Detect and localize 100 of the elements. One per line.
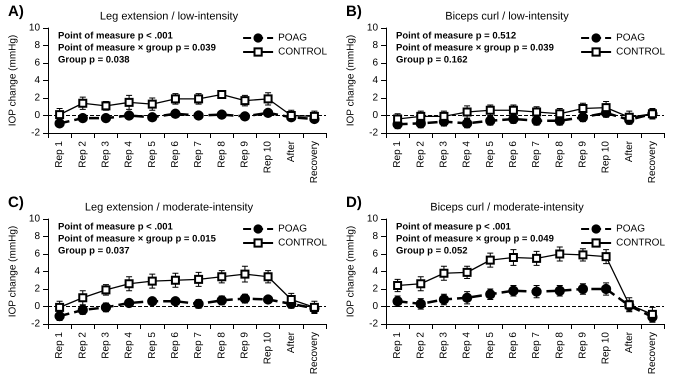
x-tick-label: Rep 6 — [170, 140, 181, 168]
x-tick-label: Rep 4 — [124, 332, 135, 359]
annotation: Group p = 0.162 — [396, 54, 468, 66]
point — [602, 252, 611, 262]
x-tick-label: Rep 7 — [531, 140, 542, 168]
point — [602, 103, 611, 112]
y-tick-label: 0 — [372, 301, 378, 312]
x-tick-label: Rep 7 — [193, 332, 204, 359]
x-tick-label: Rep 6 — [508, 332, 519, 359]
point — [170, 296, 181, 306]
legend-label: POAG — [278, 224, 308, 234]
x-tick-label: Rep 9 — [239, 140, 250, 168]
point — [310, 112, 319, 121]
x-tick-label: Rep 8 — [554, 332, 566, 359]
point — [217, 90, 226, 99]
point — [555, 250, 564, 258]
x-tick-label: Rep 4 — [462, 140, 473, 168]
point — [532, 254, 542, 263]
annotation: Point of measure × group p = 0.039 — [396, 42, 554, 54]
x-tick-label: Rep 6 — [508, 140, 519, 168]
annotation: Point of measure p < .001 — [396, 222, 512, 232]
x-tick-label: Rep 5 — [146, 332, 158, 359]
point — [393, 281, 402, 290]
x-tick-label: Rep 1 — [54, 332, 66, 359]
text: B) — [346, 3, 362, 20]
point — [55, 110, 64, 120]
y-tick-label: -2 — [369, 318, 378, 330]
x-tick-label: Rep 3 — [438, 332, 450, 359]
point — [217, 272, 226, 282]
y-tick-label: 4 — [34, 266, 40, 277]
point — [124, 98, 134, 107]
point — [648, 310, 657, 319]
y-tick-label: 6 — [372, 58, 378, 68]
x-tick-label: Rep 2 — [77, 140, 88, 168]
x-tick-label: Rep 7 — [531, 332, 542, 359]
x-tick-label: Rep 10 — [262, 140, 274, 174]
chart-title: Leg extension / low-intensity — [100, 10, 239, 22]
point — [216, 110, 227, 120]
x-tick-label: Rep 8 — [216, 332, 228, 359]
y-tick-label: 4 — [372, 75, 378, 86]
annotation: Point of measure p < .001 — [58, 222, 174, 232]
x-tick-label: Rep 4 — [124, 140, 135, 168]
y-tick-label: 8 — [34, 231, 40, 242]
x-tick-label: Rep 5 — [146, 140, 158, 168]
y-tick-label: 10 — [28, 214, 40, 224]
x-tick-label: Rep 2 — [77, 332, 88, 359]
x-tick-label: Recovery — [646, 332, 658, 374]
point — [439, 268, 448, 278]
y-axis-title: IOP change (mmHg) — [346, 226, 356, 318]
y-axis-title: IOP change (mmHg) — [8, 34, 18, 126]
x-tick-label: Rep 1 — [54, 140, 66, 168]
y-tick-label: -2 — [369, 128, 378, 138]
x-tick-label: Rep 9 — [577, 140, 588, 168]
point — [124, 279, 134, 288]
x-tick-label: Rep 1 — [392, 140, 404, 168]
x-tick-label: Rep 5 — [484, 140, 496, 168]
annotation: Group p = 0.037 — [58, 246, 130, 256]
x-tick-label: Recovery — [646, 141, 658, 184]
point — [486, 106, 495, 115]
y-tick-label: 6 — [34, 248, 40, 260]
point — [462, 268, 472, 277]
chart-title: Biceps curl / low-intensity — [445, 10, 570, 22]
point — [148, 276, 157, 286]
text: A) — [8, 3, 24, 20]
x-tick-label: Rep 10 — [262, 332, 274, 364]
y-tick-label: 0 — [34, 110, 40, 121]
point — [262, 108, 274, 118]
x-tick-label: After — [286, 140, 297, 162]
legend-label: CONTROL — [278, 46, 328, 58]
legend-label: CONTROL — [278, 238, 328, 248]
chart-title: Leg extension / moderate-intensity — [84, 202, 254, 214]
x-tick-label: Rep 7 — [193, 140, 204, 168]
point — [100, 113, 112, 124]
x-tick-label: After — [624, 331, 635, 354]
annotation: Point of measure × group p = 0.049 — [396, 234, 554, 244]
x-tick-label: Recovery — [308, 141, 320, 184]
x-tick-label: Rep 6 — [170, 332, 181, 359]
annotation: Group p = 0.052 — [396, 246, 468, 256]
y-tick-label: 10 — [28, 22, 40, 34]
x-tick-label: Rep 9 — [239, 332, 250, 359]
x-tick-label: Rep 10 — [600, 140, 612, 174]
x-tick-label: Rep 8 — [554, 140, 566, 168]
annotation: Point of measure × group p = 0.015 — [58, 234, 217, 244]
annotation: Group p = 0.038 — [58, 54, 130, 66]
x-tick-label: Rep 2 — [415, 140, 426, 168]
y-tick-label: 8 — [34, 40, 40, 51]
text: C) — [8, 194, 24, 211]
y-tick-label: 0 — [34, 301, 40, 312]
y-tick-label: 2 — [34, 92, 40, 104]
annotation: Point of measure p < .001 — [58, 30, 174, 42]
x-tick-label: After — [624, 140, 635, 162]
point — [194, 110, 204, 121]
point — [170, 108, 181, 119]
legend-label: CONTROL — [616, 46, 666, 58]
y-tick-label: -2 — [31, 128, 40, 138]
annotation: Point of measure p = 0.512 — [396, 30, 516, 42]
x-tick-label: Rep 10 — [600, 332, 612, 364]
legend-label: POAG — [616, 32, 646, 44]
y-tick-label: -2 — [31, 318, 40, 330]
point — [147, 112, 158, 122]
